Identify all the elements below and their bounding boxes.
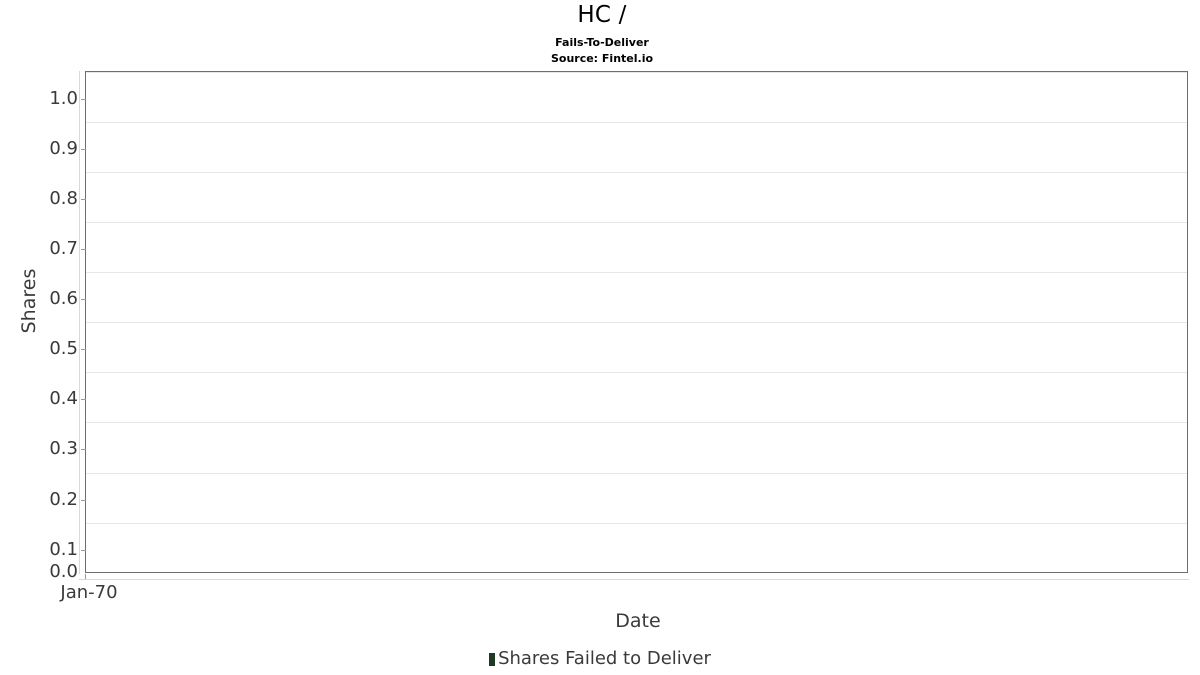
legend-swatch-icon [489,652,496,666]
legend-item[interactable]: Shares Failed to Deliver [489,648,711,670]
y-tick-label: 0.5 [49,338,78,359]
gridline [86,272,1187,273]
chart-legend: Shares Failed to Deliver [0,648,1200,670]
y-tick-label: 0.9 [49,138,78,159]
y-tick-mark [81,399,86,400]
y-tick-mark [81,149,86,150]
y-tick-mark [81,199,86,200]
y-tick-label: 0.4 [49,388,78,409]
x-tick-mark [85,574,86,579]
y-axis-title: Shares [18,268,40,334]
x-axis-title: Date [615,610,661,632]
y-tick-label: 0.1 [49,539,78,560]
gridline [86,172,1187,173]
y-tick-label: 1.0 [49,88,78,109]
y-tick-label: 0.0 [49,561,78,582]
y-tick-label: 0.7 [49,238,78,259]
gridline [86,72,1187,73]
gridline [86,372,1187,373]
gridline [86,122,1187,123]
gridline [86,473,1187,474]
gridline [86,523,1187,524]
y-tick-mark [81,500,86,501]
y-tick-mark [81,349,86,350]
x-tick-label: Jan-70 [60,582,118,603]
y-tick-label: 0.6 [49,288,78,309]
y-tick-label: 0.8 [49,188,78,209]
y-tick-label: 0.2 [49,489,78,510]
y-tick-mark [81,550,86,551]
gridline [86,222,1187,223]
legend-label: Shares Failed to Deliver [498,648,711,669]
y-tick-mark [81,299,86,300]
outer-bottom-spine [79,579,1189,580]
outer-left-spine [79,71,80,574]
data-series-layer [86,72,1187,572]
y-tick-mark [81,99,86,100]
y-tick-label: 0.3 [49,438,78,459]
y-tick-mark [81,249,86,250]
chart-subtitle: Fails-To-Deliver [555,36,649,49]
y-tick-mark [81,449,86,450]
gridline [86,322,1187,323]
chart-title: HC / [577,2,627,28]
gridline [86,422,1187,423]
plot-area [85,71,1188,573]
chart-source-label: Source: Fintel.io [550,52,654,65]
